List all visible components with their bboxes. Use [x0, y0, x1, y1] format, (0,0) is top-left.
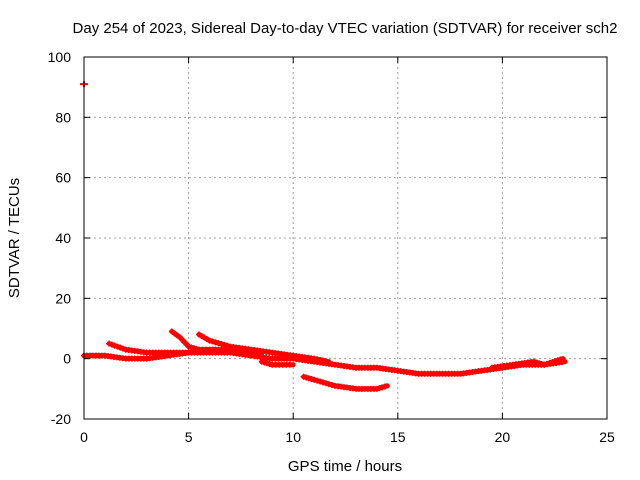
data-point [218, 341, 225, 348]
series-track-e [258, 358, 296, 368]
data-point [114, 343, 121, 350]
series-track-c [168, 328, 213, 353]
y-tick-label: 40 [55, 230, 71, 246]
y-tick-label: 0 [63, 351, 71, 367]
data-point [320, 379, 327, 386]
x-tick-label: 0 [80, 429, 88, 445]
x-tick-label: 10 [285, 429, 301, 445]
data-point [120, 345, 127, 352]
x-tick-label: 15 [390, 429, 406, 445]
series-track-b [106, 340, 265, 359]
chart-title: Day 254 of 2023, Sidereal Day-to-day VTE… [73, 20, 618, 37]
data-point [326, 381, 333, 388]
data-point [557, 356, 564, 363]
y-tick-label: 100 [48, 49, 72, 65]
data-point [215, 340, 222, 347]
data-point [117, 344, 124, 351]
data-point [212, 339, 219, 346]
data-point [322, 358, 329, 365]
x-axis-label: GPS time / hours [288, 458, 402, 475]
data-point [317, 378, 324, 385]
series-track-d [196, 331, 332, 365]
y-axis-label: SDTVAR / TECUs [6, 178, 23, 298]
data-point [224, 342, 231, 349]
y-tick-label: 60 [55, 170, 71, 186]
x-tick-label: 20 [495, 429, 511, 445]
y-tick-label: 80 [55, 109, 71, 125]
x-tick-label: 25 [599, 429, 615, 445]
data-point [329, 381, 336, 388]
series-track-f [300, 373, 390, 392]
data-point [203, 346, 210, 353]
data-point [323, 380, 330, 387]
data-point [108, 341, 115, 348]
data-point [111, 342, 118, 349]
data-point [311, 376, 318, 383]
y-tick-label: -20 [51, 411, 71, 427]
data-point [221, 341, 228, 348]
data-point [209, 338, 216, 345]
ticks: -20 0 20 40 60 80 100 0 5 10 15 20 25 [48, 49, 615, 445]
data-point [381, 383, 388, 390]
series-track-g [488, 356, 566, 371]
data-point [206, 337, 213, 344]
x-tick-label: 5 [185, 429, 193, 445]
y-tick-label: 20 [55, 290, 71, 306]
data-point [286, 361, 293, 368]
data-series [80, 81, 568, 392]
data-point [106, 340, 113, 347]
data-point [314, 377, 321, 384]
